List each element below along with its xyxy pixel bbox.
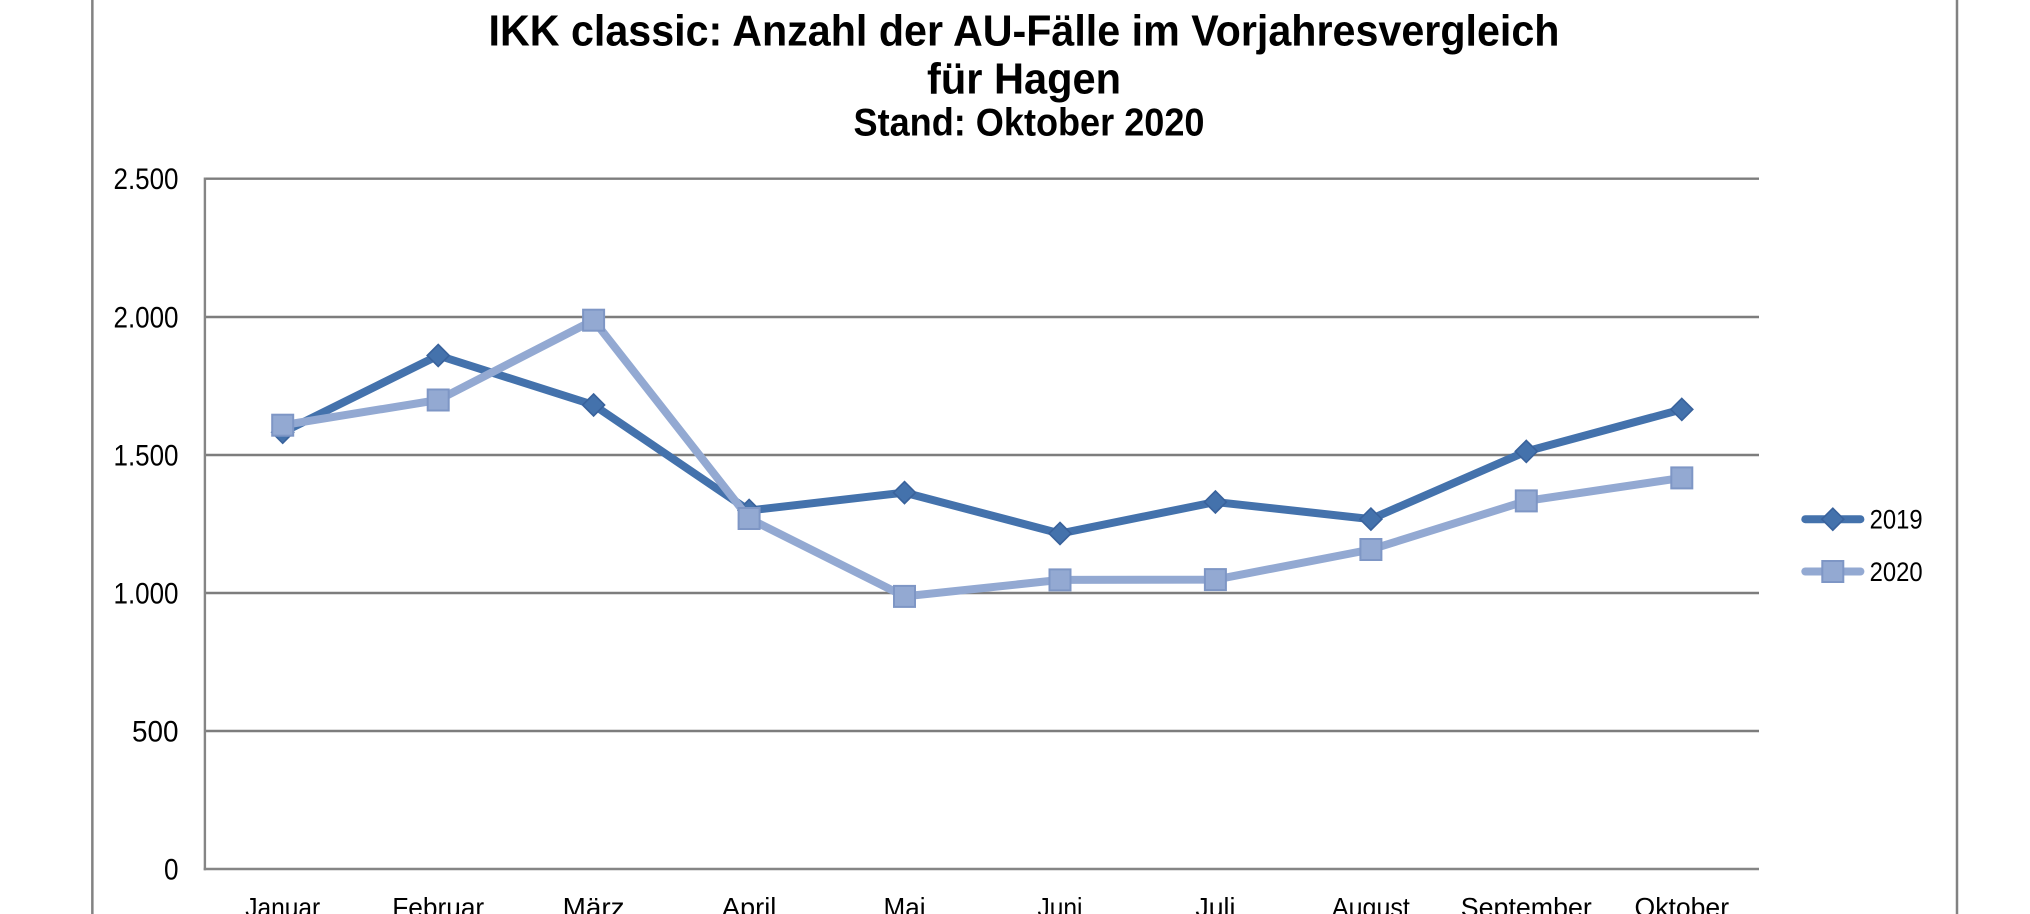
svg-text:für Hagen: für Hagen bbox=[927, 54, 1121, 103]
svg-text:Januar: Januar bbox=[245, 893, 320, 914]
svg-text:Juli: Juli bbox=[1195, 893, 1235, 914]
svg-text:2020: 2020 bbox=[1870, 557, 1923, 587]
svg-text:0: 0 bbox=[164, 853, 179, 886]
svg-text:Februar: Februar bbox=[392, 893, 484, 914]
svg-text:Mai: Mai bbox=[884, 893, 926, 914]
svg-text:2.000: 2.000 bbox=[114, 301, 179, 334]
svg-text:500: 500 bbox=[132, 715, 179, 748]
svg-text:2019: 2019 bbox=[1870, 505, 1923, 535]
svg-text:Stand: Oktober 2020: Stand: Oktober 2020 bbox=[854, 102, 1205, 145]
svg-text:1.000: 1.000 bbox=[114, 577, 179, 610]
svg-text:März: März bbox=[563, 893, 625, 914]
svg-text:April: April bbox=[722, 893, 777, 914]
svg-text:1.500: 1.500 bbox=[114, 439, 179, 472]
svg-text:September: September bbox=[1461, 893, 1592, 914]
svg-text:Juni: Juni bbox=[1038, 893, 1083, 914]
svg-text:2.500: 2.500 bbox=[114, 163, 179, 196]
svg-text:Oktober: Oktober bbox=[1635, 893, 1730, 914]
svg-text:August: August bbox=[1332, 893, 1410, 914]
svg-text:IKK classic: Anzahl der AU-Fäl: IKK classic: Anzahl der AU-Fälle im Vorj… bbox=[489, 7, 1560, 56]
